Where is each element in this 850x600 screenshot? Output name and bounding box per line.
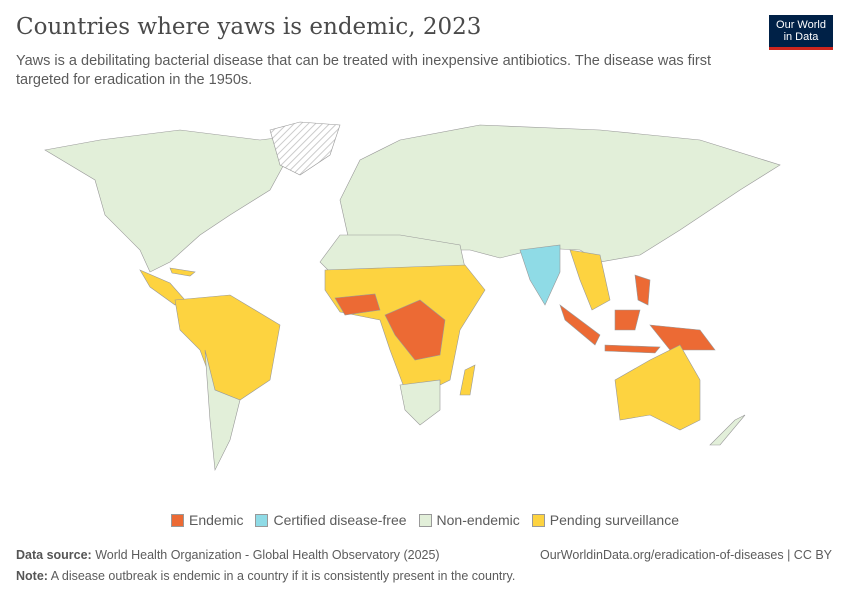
region-north-america[interactable] [44, 129, 301, 273]
swatch [171, 513, 184, 527]
subtitle: Yaws is a debilitating bacterial disease… [16, 53, 712, 88]
legend-label: Pending surveillance [549, 512, 679, 528]
region-new-zealand[interactable] [709, 414, 746, 446]
legend-item-certified[interactable]: Certified disease-free [255, 512, 407, 528]
region-new-guinea[interactable] [649, 324, 716, 351]
region-greenland[interactable] [269, 121, 341, 176]
legend: Endemic Certified disease-free Non-endem… [0, 512, 850, 528]
legend-item-pending[interactable]: Pending surveillance [531, 512, 679, 528]
region-south-america-south[interactable] [204, 349, 241, 472]
region-southern-africa[interactable] [399, 379, 441, 426]
note: Note: A disease outbreak is endemic in a… [16, 569, 516, 583]
source-url[interactable]: OurWorldinData.org/eradication-of-diseas… [539, 548, 832, 562]
swatch [255, 513, 269, 527]
legend-item-endemic[interactable]: Endemic [171, 512, 243, 528]
legend-label: Certified disease-free [273, 512, 407, 528]
region-madagascar[interactable] [459, 364, 476, 396]
region-philippines[interactable] [634, 274, 651, 306]
legend-label: Endemic [189, 512, 244, 528]
region-australia[interactable] [614, 344, 701, 431]
page-title: Countries where yaws is endemic, 2023 [16, 14, 482, 40]
region-south-america-north[interactable] [174, 294, 281, 401]
legend-label: Non-endemic [436, 512, 520, 528]
swatch [531, 513, 545, 527]
world-map [44, 121, 781, 472]
legend-item-non-endemic[interactable]: Non-endemic [418, 512, 520, 528]
swatch [418, 513, 432, 527]
owid-logo[interactable]: Our World in Data [769, 15, 833, 50]
source-link[interactable]: World Health Organization - Global Healt… [95, 548, 440, 562]
region-sumatra[interactable] [559, 304, 601, 346]
region-west-africa-endemic[interactable] [334, 293, 381, 316]
region-caribbean[interactable] [169, 267, 196, 277]
region-borneo[interactable] [614, 309, 641, 331]
region-india[interactable] [519, 244, 561, 306]
region-southeast-asia[interactable] [569, 249, 611, 311]
data-source: Data source: World Health Organization -… [16, 548, 440, 562]
region-central-africa-endemic[interactable] [384, 299, 446, 361]
region-java[interactable] [604, 344, 661, 354]
